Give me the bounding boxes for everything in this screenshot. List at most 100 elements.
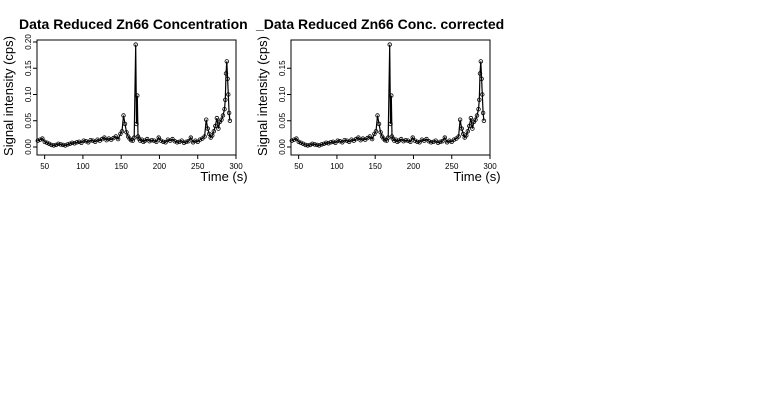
x-tick-label: 150 (115, 162, 129, 171)
data-point (214, 115, 220, 121)
data-point (298, 140, 304, 145)
data-point (102, 135, 107, 140)
data-point (389, 134, 395, 139)
data-point (225, 76, 230, 81)
data-point (428, 140, 434, 145)
data-point (426, 138, 431, 144)
x-axis: 50 100 150 200 250 300 (294, 154, 497, 171)
x-axis-label: Time (s) (200, 169, 247, 184)
data-point (172, 138, 177, 144)
x-tick-label: 50 (294, 162, 303, 171)
data-point (149, 137, 154, 143)
data-point (223, 97, 228, 102)
data-point (388, 121, 393, 127)
data-point (202, 134, 207, 139)
x-tick-label: 100 (330, 162, 344, 171)
data-point (161, 139, 166, 144)
data-point (193, 138, 198, 143)
data-point (431, 139, 436, 144)
data-point (76, 139, 82, 144)
data-point (310, 141, 315, 146)
data-point (205, 126, 210, 131)
data-point (106, 136, 112, 141)
data-point (480, 110, 486, 116)
data-point (40, 136, 45, 141)
data-point (188, 135, 193, 140)
x-tick-label: 100 (76, 162, 90, 171)
data-point (60, 142, 66, 148)
data-point (133, 42, 138, 47)
chart-panel-corrected: _Data Reduced Zn66 Conc. corrected Signa… (255, 16, 504, 184)
y-tick-label: 0.10 (24, 86, 33, 102)
data-point (224, 59, 229, 64)
data-point (42, 139, 47, 144)
data-point (476, 106, 481, 112)
data-point (403, 137, 408, 143)
data-point (227, 118, 233, 123)
data-point (440, 138, 445, 144)
data-point (203, 117, 209, 122)
data-series (289, 42, 487, 148)
data-point (134, 121, 139, 127)
y-tick-label: 0.05 (24, 112, 33, 128)
data-point (474, 113, 480, 118)
data-point (49, 142, 54, 148)
x-tick-label: 300 (483, 162, 497, 171)
data-point (438, 139, 443, 144)
data-point (219, 117, 224, 122)
data-point (124, 130, 129, 135)
x-tick-label: 50 (40, 162, 49, 171)
data-point (401, 138, 406, 144)
chart-title: _Data Reduced Zn66 Conc. corrected (255, 16, 504, 32)
data-point (319, 142, 324, 147)
data-point (88, 137, 93, 143)
y-tick-label: 0.15 (278, 60, 287, 76)
data-point (51, 143, 56, 148)
data-point (477, 97, 482, 102)
data-point (337, 138, 343, 144)
data-point (321, 141, 327, 146)
y-tick-label: 0.05 (278, 112, 287, 128)
data-point (223, 71, 229, 76)
y-tick-label: 0.15 (24, 60, 33, 76)
data-point (330, 139, 336, 144)
data-point (459, 126, 464, 131)
chart-panel-concentration: Data Reduced Zn66 Concentration Signal i… (1, 16, 248, 184)
data-point (356, 135, 361, 140)
data-point (312, 142, 317, 147)
data-point (387, 42, 392, 47)
data-point (367, 134, 372, 139)
data-point (481, 118, 487, 123)
data-point (410, 135, 415, 140)
data-point (135, 134, 141, 139)
data-point (417, 140, 422, 145)
data-point (465, 129, 470, 134)
data-point (419, 137, 425, 142)
data-point (121, 113, 126, 118)
data-point (456, 134, 461, 139)
data-point (115, 136, 121, 142)
data-point (156, 135, 161, 140)
data-point (147, 138, 152, 144)
y-tick-label: 0.00 (278, 139, 287, 155)
data-point (349, 137, 354, 142)
data-point (386, 135, 391, 140)
data-point (226, 92, 231, 97)
data-point (375, 113, 380, 118)
data-point (35, 138, 40, 143)
x-tick-label: 150 (369, 162, 383, 171)
y-axis-label: Signal intensity (cps) (255, 36, 270, 156)
data-point (186, 138, 191, 144)
data-point (154, 139, 159, 144)
data-point (213, 123, 218, 129)
data-point (468, 115, 474, 121)
data-point (412, 138, 418, 143)
data-point (376, 121, 382, 127)
data-point (151, 138, 157, 143)
data-point (470, 126, 475, 131)
x-tick-label: 200 (407, 162, 421, 171)
data-point (69, 140, 75, 145)
data-point (90, 138, 96, 143)
data-point (447, 138, 452, 143)
